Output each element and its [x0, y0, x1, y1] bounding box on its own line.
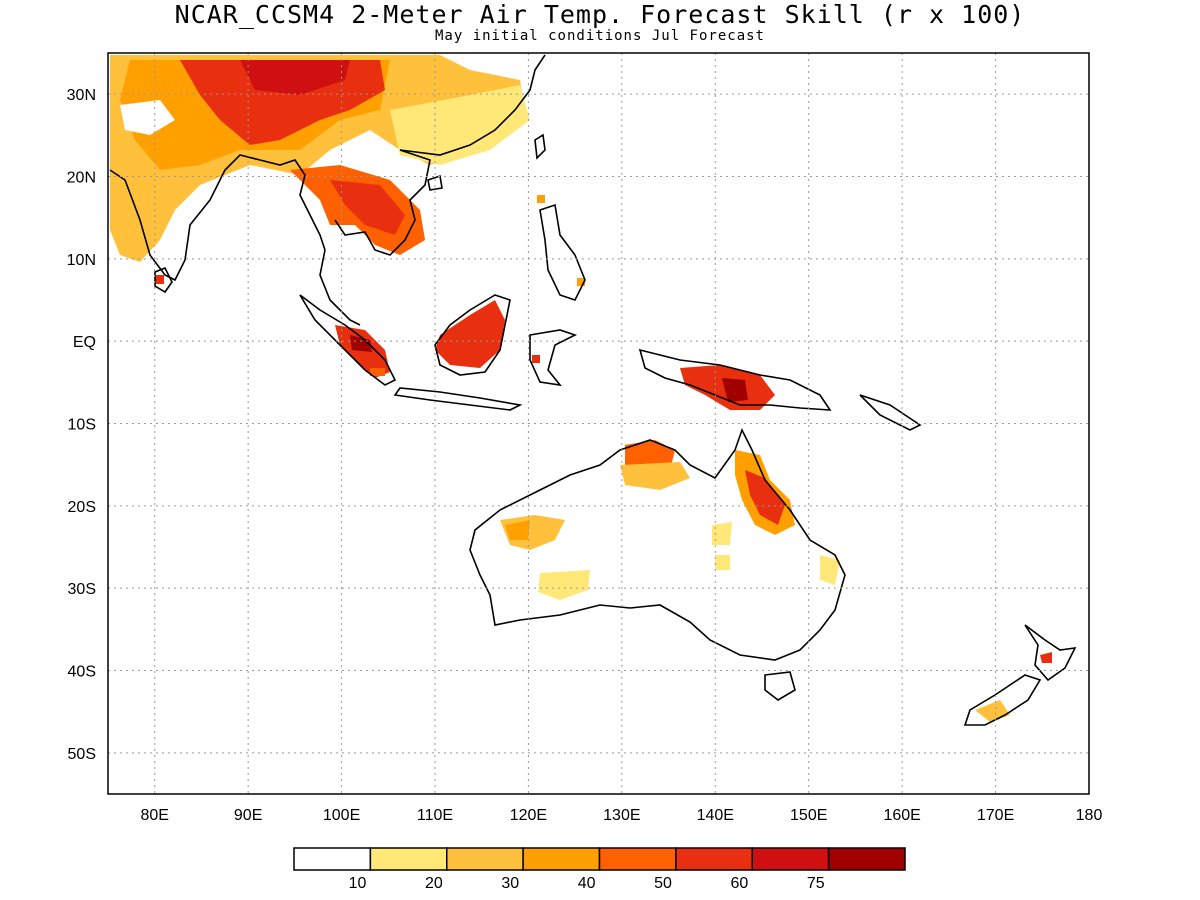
- shading-sri-lanka: [155, 275, 164, 284]
- shading-central-pt: [712, 522, 732, 545]
- shading-luzon: [537, 195, 545, 203]
- colorbar-label: 60: [730, 875, 748, 892]
- colorbar-swatch: [446, 847, 524, 871]
- shading-australia-pt: [715, 555, 730, 570]
- graticule: [108, 53, 1089, 794]
- chart-title: NCAR_CCSM4 2-Meter Air Temp. Forecast Sk…: [174, 0, 1026, 29]
- colorbar-swatch: [751, 847, 830, 871]
- y-tick-label: 30N: [67, 87, 96, 104]
- x-tick-label: 140E: [697, 807, 734, 824]
- shading-borneo: [435, 300, 505, 368]
- coast-new-guinea: [638, 348, 832, 411]
- shading-new-guinea-core: [722, 378, 748, 402]
- coast-nz-north: [1024, 624, 1077, 682]
- colorbar-label: 40: [578, 875, 596, 892]
- coast-china: [399, 54, 546, 156]
- coast-hainan: [427, 174, 443, 191]
- coast-sri-lanka: [154, 266, 173, 294]
- y-tick-label: 20S: [68, 499, 96, 516]
- x-tick-label: 130E: [603, 807, 640, 824]
- x-tick-label: 80E: [140, 807, 168, 824]
- coast-nz-south: [963, 674, 1042, 726]
- coast-philippines: [539, 203, 586, 301]
- shading-tibet-core: [240, 60, 350, 95]
- skill-shading: [110, 55, 1052, 722]
- shading-java: [370, 368, 385, 376]
- shading-sumatra: [335, 325, 390, 378]
- coast-malay: [319, 249, 361, 326]
- coast-australia: [469, 427, 846, 661]
- y-tick-label: 50S: [68, 746, 96, 763]
- colorbar-swatch: [293, 847, 372, 871]
- coast-borneo: [434, 294, 511, 376]
- chart-subtitle: May initial conditions Jul Forecast: [434, 28, 765, 44]
- coast-india: [109, 154, 261, 282]
- x-axis-ticks: 80E 90E 100E 110E 120E 130E 140E 150E 160E 170E 18…: [140, 807, 1102, 824]
- coast-sulawesi: [529, 329, 578, 387]
- shading-sumatra-core: [350, 335, 372, 352]
- shading-indochina-core: [330, 180, 405, 235]
- coast-bay-bengal: [259, 159, 326, 251]
- colorbar-swatch: [522, 847, 601, 871]
- shading-sulawesi: [532, 355, 540, 363]
- y-tick-label: 20N: [67, 170, 96, 187]
- india-low-skill: [120, 100, 175, 135]
- colorbar-label: 10: [349, 875, 367, 892]
- y-tick-label: 10N: [67, 252, 96, 269]
- shading-central-australia: [538, 570, 590, 600]
- coast-solomons: [859, 394, 922, 431]
- shading-nz-north: [1040, 652, 1052, 663]
- coast-java: [393, 387, 523, 411]
- colorbar-swatch: [675, 847, 753, 871]
- x-tick-label: 150E: [790, 807, 827, 824]
- shading-se-china: [390, 85, 530, 165]
- coast-sumatra: [299, 294, 397, 386]
- colorbar-label: 30: [501, 875, 519, 892]
- x-tick-label: 170E: [977, 807, 1014, 824]
- y-tick-label: EQ: [73, 334, 96, 351]
- shading-w-australia-inner: [505, 520, 530, 540]
- y-tick-label: 10S: [68, 417, 96, 434]
- colorbar-label: 20: [425, 875, 443, 892]
- colorbar-swatch: [598, 847, 677, 871]
- x-tick-label: 90E: [234, 807, 262, 824]
- x-tick-label: 160E: [883, 807, 920, 824]
- coastlines: [109, 54, 1077, 726]
- y-tick-label: 40S: [68, 664, 96, 681]
- y-tick-label: 30S: [68, 581, 96, 598]
- coast-taiwan: [534, 133, 546, 160]
- coast-tasmania: [764, 671, 796, 701]
- shading-queensland-core: [745, 470, 785, 525]
- colorbar-swatch: [827, 847, 906, 871]
- x-tick-label: 120E: [510, 807, 547, 824]
- shading-philippines: [577, 278, 585, 286]
- map-frame: [107, 52, 1090, 795]
- x-tick-label: 110E: [417, 807, 453, 824]
- x-tick-label: 180: [1076, 807, 1103, 824]
- colorbar-label: 75: [807, 875, 825, 892]
- x-tick-label: 100E: [323, 807, 360, 824]
- colorbar-label: 50: [654, 875, 672, 892]
- colorbar-swatch: [369, 847, 448, 871]
- shading-se-queensland: [820, 555, 840, 585]
- shading-n-australia-edge: [620, 462, 690, 490]
- colorbar: 10 20 30 40 50 60 75: [293, 847, 906, 892]
- y-axis-ticks: 30N 20N 10N EQ 10S 20S 30S 40S 50S: [67, 87, 96, 763]
